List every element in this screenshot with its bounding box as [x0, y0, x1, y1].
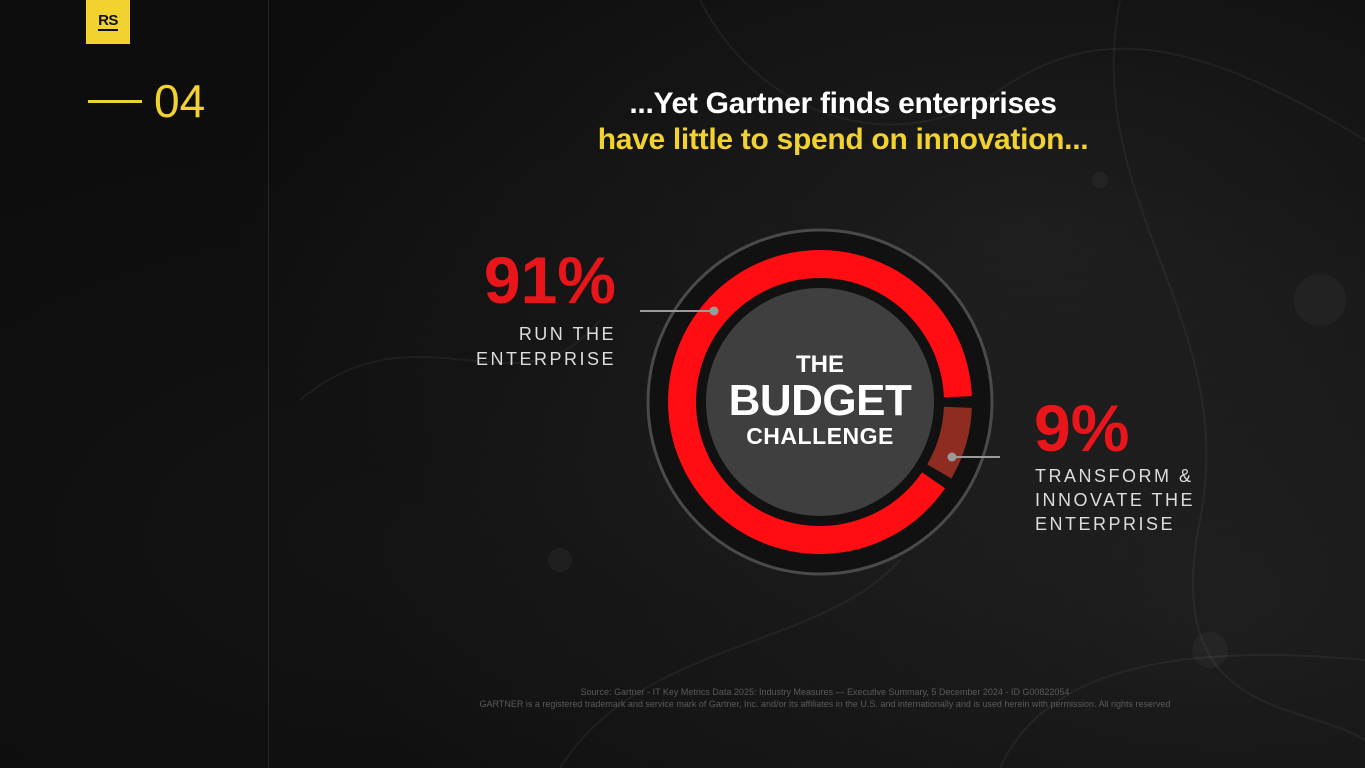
- logo-text: RS: [98, 12, 118, 31]
- sidebar-divider: [268, 0, 269, 768]
- section-dash: [88, 99, 142, 103]
- rs-logo: RS: [86, 0, 130, 44]
- donut-segment-transform: [927, 406, 972, 479]
- headline-line-2: have little to spend on innovation...: [597, 123, 1089, 156]
- headline-line-1: ...Yet Gartner finds enterprises: [629, 87, 1057, 120]
- run-enterprise-percent: 91%: [483, 243, 616, 317]
- center-label-the: THE: [796, 351, 844, 378]
- run-enterprise-label: RUN THE ENTERPRISE: [475, 324, 616, 369]
- donut-segments: [668, 249, 972, 554]
- left-callout-dot: [709, 306, 719, 316]
- center-label-challenge: CHALLENGE: [746, 423, 894, 449]
- center-label-budget: BUDGET: [728, 376, 912, 425]
- section-number: 04: [88, 74, 205, 128]
- transform-innovate-percent: 9%: [1034, 391, 1130, 465]
- budget-donut-chart: [640, 228, 1000, 576]
- donut-center-label: THE BUDGET CHALLENGE: [705, 351, 935, 449]
- donut-inner-disc: [706, 288, 934, 516]
- headline: ...Yet Gartner finds enterprises have li…: [460, 86, 1226, 158]
- source-footnote: Source: Gartner - IT Key Metrics Data 20…: [300, 686, 1350, 710]
- transform-innovate-label: TRANSFORM & INNOVATE THE ENTERPRISE: [1035, 466, 1196, 534]
- footnote-source: Source: Gartner - IT Key Metrics Data 20…: [580, 687, 1070, 697]
- right-callout-dot: [947, 452, 957, 462]
- footnote-trademark: GARTNER is a registered trademark and se…: [479, 699, 1171, 709]
- section-number-text: 04: [154, 75, 206, 127]
